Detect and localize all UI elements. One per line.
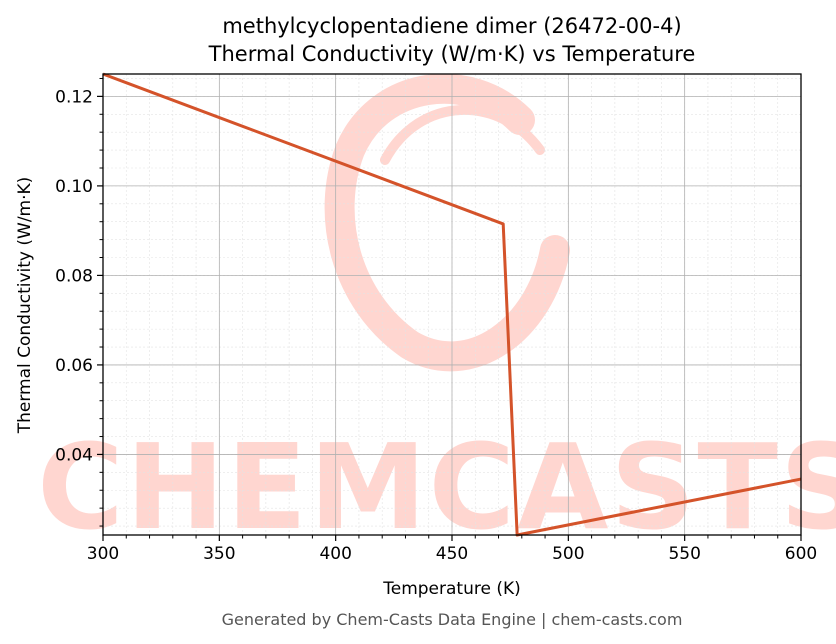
x-axis-ticks: 300 350 400 450 500 550 600 bbox=[87, 535, 817, 564]
series-line bbox=[102, 72, 802, 537]
plot-area: CHEMCASTS bbox=[37, 72, 836, 556]
x-tick-label: 350 bbox=[203, 544, 235, 564]
chart-title: methylcyclopentadiene dimer (26472-00-4) bbox=[222, 14, 681, 38]
x-tick-label: 400 bbox=[319, 544, 351, 564]
x-tick-label: 550 bbox=[668, 544, 700, 564]
footer-credit: Generated by Chem-Casts Data Engine | ch… bbox=[222, 610, 683, 629]
y-axis-label: Thermal Conductivity (W/m·K) bbox=[15, 177, 35, 435]
x-tick-label: 500 bbox=[552, 544, 584, 564]
x-tick-label: 300 bbox=[87, 544, 119, 564]
watermark-swirl-icon bbox=[324, 73, 570, 372]
y-tick-label: 0.06 bbox=[55, 356, 93, 376]
y-tick-label: 0.08 bbox=[55, 266, 93, 286]
y-tick-label: 0.04 bbox=[55, 445, 93, 465]
x-tick-label: 600 bbox=[785, 544, 817, 564]
watermark-text: CHEMCASTS bbox=[37, 418, 836, 556]
watermark: CHEMCASTS bbox=[37, 73, 836, 556]
y-tick-label: 0.12 bbox=[55, 87, 93, 107]
y-tick-label: 0.10 bbox=[55, 177, 93, 197]
x-tick-label: 450 bbox=[436, 544, 468, 564]
chart-subtitle: Thermal Conductivity (W/m·K) vs Temperat… bbox=[208, 42, 696, 66]
x-axis-label: Temperature (K) bbox=[382, 579, 521, 599]
series-layer bbox=[102, 72, 802, 537]
y-axis-ticks: 0.04 0.06 0.08 0.10 0.12 bbox=[55, 77, 103, 527]
